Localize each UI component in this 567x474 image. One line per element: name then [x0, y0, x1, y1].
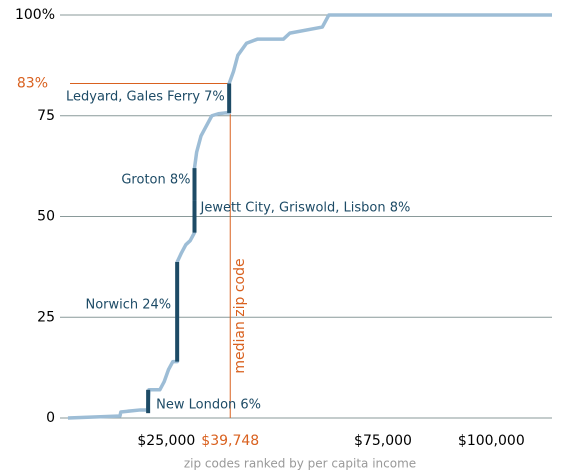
x-tick-label: $75,000 [354, 433, 412, 449]
highlight-label: Jewett City, Griswold, Lisbon 8% [200, 201, 411, 216]
x-tick-label: $100,000 [458, 433, 525, 449]
y-tick-label: 0 [46, 410, 55, 426]
x-tick-label: $25,000 [137, 433, 195, 449]
line [67, 13, 552, 420]
y-tick-label: 50 [37, 209, 55, 225]
median-label: $39,748 [201, 433, 259, 449]
highlight-label: Norwich 24% [85, 298, 171, 313]
y-tick-label: 25 [37, 309, 55, 325]
x-axis-label: zip codes ranked by per capita income [184, 457, 416, 471]
highlight-label: Groton 8% [121, 173, 190, 188]
highlight-label: New London 6% [156, 398, 261, 413]
level-label: 83% [17, 76, 48, 92]
highlight-label: Ledyard, Gales Ferry 7% [66, 90, 225, 105]
y-tick-label: 100% [15, 7, 55, 23]
median-text: median zip code [232, 258, 248, 373]
y-tick-label: 75 [37, 108, 55, 124]
